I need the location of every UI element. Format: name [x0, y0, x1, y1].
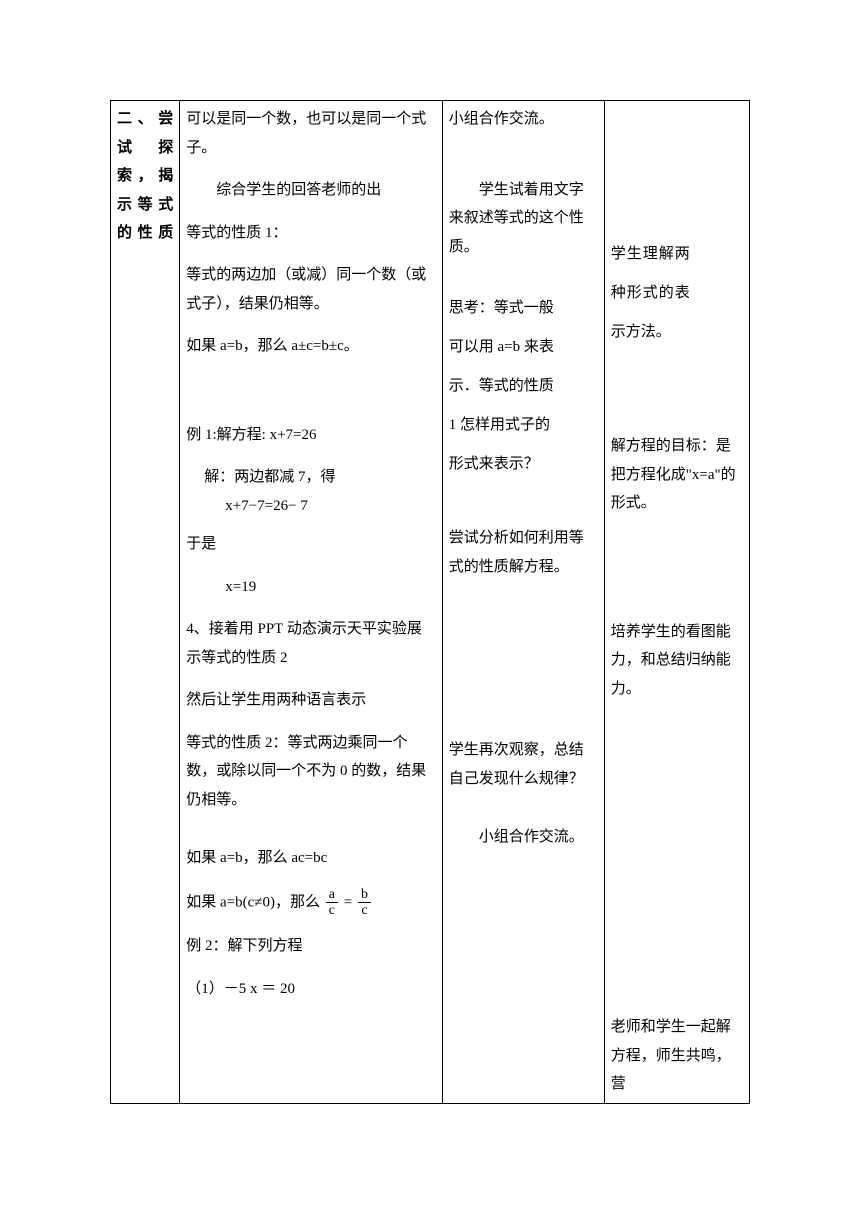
- equals: =: [344, 894, 356, 910]
- paragraph: 学生理解两: [611, 235, 743, 274]
- fraction: a c: [326, 887, 338, 919]
- numerator: a: [326, 887, 338, 903]
- design-intent-cell: 学生理解两 种形式的表 示方法。 解方程的目标：是把方程化成"x=a"的形式。 …: [604, 101, 749, 1104]
- paragraph: 培养学生的看图能力，和总结归纳能力。: [611, 618, 743, 704]
- paragraph-group: 学生理解两 种形式的表 示方法。: [611, 235, 743, 352]
- paragraph: 种形式的表: [611, 274, 743, 313]
- paragraph: （1）－5 x ＝ 20: [186, 975, 436, 1004]
- section-title: 二、尝试探索，揭示等式的性质: [117, 105, 173, 248]
- paragraph: 小组合作交流。: [449, 823, 598, 852]
- paragraph: 解方程的目标：是把方程化成"x=a"的形式。: [611, 432, 743, 518]
- paragraph: 如果 a=b(c≠0)，那么 a c = b c: [186, 887, 436, 919]
- numerator: b: [358, 887, 371, 903]
- paragraph: 学生再次观察，总结自己发现什么规律？: [449, 736, 598, 793]
- paragraph: 解：两边都减 7，得 x+7−7=26− 7: [186, 463, 436, 520]
- paragraph: 例 1:解方程: x+7=26: [186, 421, 436, 450]
- student-activity-cell: 小组合作交流。 学生试着用文字来叙述等式的这个性质。 思考：等式一般 可以用 a…: [442, 101, 604, 1104]
- paragraph: x=19: [186, 573, 436, 602]
- paragraph: 于是: [186, 530, 436, 559]
- paragraph: 小组合作交流。: [449, 105, 598, 134]
- denominator: c: [326, 903, 338, 918]
- paragraph: 形式来表示？: [449, 445, 598, 484]
- paragraph: 然后让学生用两种语言表示: [186, 686, 436, 715]
- section-title-cell: 二、尝试探索，揭示等式的性质: [111, 101, 180, 1104]
- paragraph: 示方法。: [611, 313, 743, 352]
- fraction: b c: [358, 887, 371, 919]
- paragraph: 学生试着用文字来叙述等式的这个性质。: [449, 176, 598, 262]
- solution-line: 解：两边都减 7，得: [186, 463, 436, 492]
- paragraph: 如果 a=b，那么 ac=bc: [186, 844, 436, 873]
- teacher-activity-cell: 可以是同一个数，也可以是同一个式子。 综合学生的回答老师的出 等式的性质 1： …: [180, 101, 443, 1104]
- paragraph-group: 思考：等式一般 可以用 a=b 来表 示．等式的性质 1 怎样用式子的 形式来表…: [449, 289, 598, 484]
- paragraph: 如果 a=b，那么 a±c=b±c。: [186, 332, 436, 361]
- paragraph: 等式的性质 1：: [186, 219, 436, 248]
- formula-prefix: 如果 a=b(c≠0)，那么: [186, 894, 320, 910]
- paragraph: 综合学生的回答老师的出: [186, 176, 436, 205]
- paragraph: 例 2：解下列方程: [186, 932, 436, 961]
- paragraph: 老师和学生一起解方程，师生共鸣，营: [611, 1013, 743, 1099]
- solution-line: x+7−7=26− 7: [186, 492, 436, 521]
- paragraph: 可以用 a=b 来表: [449, 328, 598, 367]
- paragraph: 1 怎样用式子的: [449, 406, 598, 445]
- paragraph: 等式的性质 2：等式两边乘同一个数，或除以同一个不为 0 的数，结果仍相等。: [186, 729, 436, 815]
- denominator: c: [358, 903, 371, 918]
- paragraph: 示．等式的性质: [449, 367, 598, 406]
- paragraph: 4、接着用 PPT 动态演示天平实验展示等式的性质 2: [186, 615, 436, 672]
- lesson-plan-table: 二、尝试探索，揭示等式的性质 可以是同一个数，也可以是同一个式子。 综合学生的回…: [110, 100, 750, 1104]
- table-row: 二、尝试探索，揭示等式的性质 可以是同一个数，也可以是同一个式子。 综合学生的回…: [111, 101, 750, 1104]
- paragraph: 可以是同一个数，也可以是同一个式子。: [186, 105, 436, 162]
- paragraph: 等式的两边加（或减）同一个数（或式子），结果仍相等。: [186, 261, 436, 318]
- paragraph: 思考：等式一般: [449, 289, 598, 328]
- paragraph: 尝试分析如何利用等式的性质解方程。: [449, 524, 598, 581]
